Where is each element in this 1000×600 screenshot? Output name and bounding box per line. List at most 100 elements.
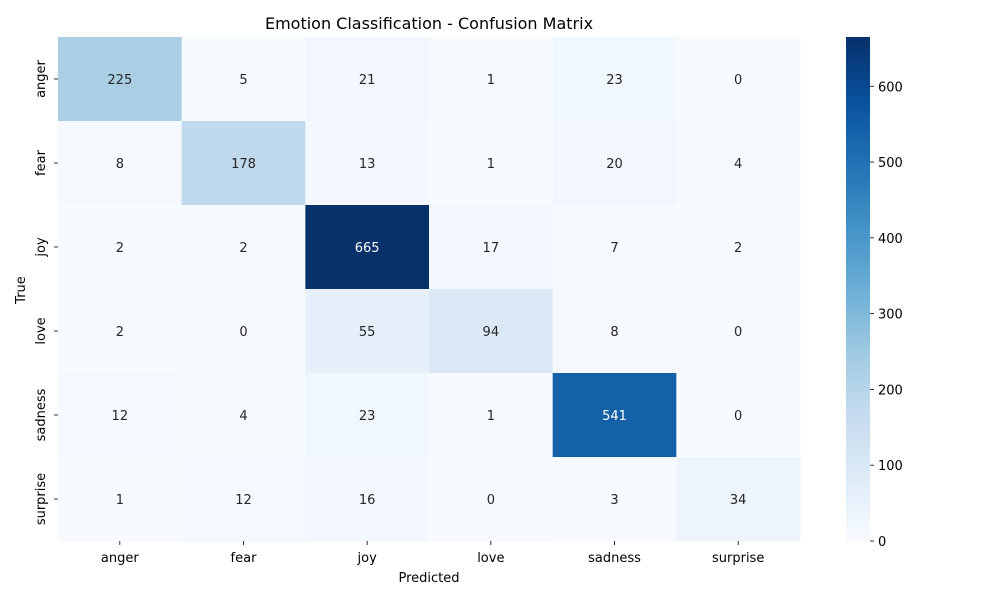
cell-value-label: 23 [606, 73, 623, 88]
heatmap-cell [552, 289, 677, 374]
heatmap-cell [58, 457, 183, 542]
heatmap-cells [58, 37, 801, 542]
cell-value-label: 541 [602, 409, 627, 424]
cell-value-label: 5 [239, 73, 247, 88]
heatmap-cell [429, 121, 554, 206]
heatmap-cell [58, 289, 183, 374]
heatmap-cell [429, 289, 554, 374]
cell-value-label: 665 [355, 241, 380, 256]
cell-value-label: 0 [734, 73, 742, 88]
colorbar-tick-label: 300 [878, 308, 903, 323]
heatmap-cell [676, 37, 801, 122]
y-tick-label: surprise [34, 473, 49, 525]
heatmap-cell [305, 289, 430, 374]
x-tick-label: fear [231, 551, 258, 566]
heatmap-cell [305, 37, 430, 122]
y-tick-label: joy [34, 237, 49, 258]
x-axis-label: Predicted [398, 571, 459, 586]
cell-value-label: 2 [116, 241, 124, 256]
colorbar-tick-label: 0 [878, 535, 886, 550]
colorbar-tick-label: 500 [878, 156, 903, 171]
x-tick-labels: anger fear joy love sadness surprise [101, 541, 764, 566]
heatmap-cell [305, 373, 430, 458]
heatmap-cell [429, 205, 554, 290]
colorbar [846, 37, 870, 541]
heatmap-cell [181, 205, 306, 290]
heatmap-cell [305, 121, 430, 206]
heatmap-cell-labels: 225 5 21 1 23 08 178 13 1 20 42 2 665 17 7 22 0 55 94 8 012 4… [107, 73, 746, 508]
cell-value-label: 1 [487, 73, 495, 88]
cell-value-label: 94 [483, 325, 500, 340]
heatmap-cell [676, 289, 801, 374]
cell-value-label: 12 [112, 409, 129, 424]
cell-value-label: 225 [107, 73, 132, 88]
heatmap-cell [429, 37, 554, 122]
heatmap-cell [552, 205, 677, 290]
colorbar-tick-label: 600 [878, 80, 903, 95]
x-tick-label: sadness [588, 551, 641, 566]
heatmap-cell [305, 457, 430, 542]
heatmap-cell [552, 457, 677, 542]
cell-value-label: 2 [734, 241, 742, 256]
cell-value-label: 55 [359, 325, 376, 340]
heatmap-cell [181, 457, 306, 542]
heatmap-cell [58, 37, 183, 122]
heatmap-cell [676, 205, 801, 290]
cell-value-label: 0 [734, 325, 742, 340]
heatmap-cell [181, 289, 306, 374]
x-tick-label: surprise [712, 551, 764, 566]
cell-value-label: 17 [483, 241, 500, 256]
heatmap-cell [552, 373, 677, 458]
heatmap-cell [429, 457, 554, 542]
heatmap-cell [676, 457, 801, 542]
y-tick-label: anger [34, 59, 49, 97]
cell-value-label: 2 [239, 241, 247, 256]
cell-value-label: 4 [734, 157, 742, 172]
cell-value-label: 13 [359, 157, 376, 172]
x-tick-label: joy [357, 551, 378, 566]
cell-value-label: 1 [487, 409, 495, 424]
cell-value-label: 0 [734, 409, 742, 424]
cell-value-label: 2 [116, 325, 124, 340]
heatmap-cell [58, 373, 183, 458]
x-tick-label: anger [101, 551, 139, 566]
cell-value-label: 178 [231, 157, 256, 172]
cell-value-label: 34 [730, 493, 747, 508]
cell-value-label: 1 [116, 493, 124, 508]
heatmap-cell [676, 121, 801, 206]
heatmap-cell [58, 205, 183, 290]
heatmap-cell [552, 121, 677, 206]
cell-value-label: 8 [610, 325, 618, 340]
heatmap-cell [58, 121, 183, 206]
cell-value-label: 8 [116, 157, 124, 172]
cell-value-label: 3 [610, 493, 618, 508]
heatmap-cell [181, 121, 306, 206]
y-tick-label: fear [34, 149, 49, 176]
cell-value-label: 12 [235, 493, 252, 508]
cell-value-label: 20 [606, 157, 623, 172]
y-tick-label: sadness [34, 388, 49, 441]
y-tick-label: love [34, 317, 49, 344]
x-tick-label: love [477, 551, 504, 566]
cell-value-label: 7 [610, 241, 618, 256]
heatmap-cell [552, 37, 677, 122]
cell-value-label: 21 [359, 73, 376, 88]
colorbar-tick-label: 400 [878, 232, 903, 247]
cell-value-label: 1 [487, 157, 495, 172]
cell-value-label: 0 [487, 493, 495, 508]
heatmap-cell [676, 373, 801, 458]
cell-value-label: 16 [359, 493, 376, 508]
colorbar-tick-label: 200 [878, 383, 903, 398]
cell-value-label: 0 [239, 325, 247, 340]
heatmap-cell [181, 37, 306, 122]
heatmap-cell [429, 373, 554, 458]
colorbar-ticks: 0 100 200 300 400 500 600 [870, 80, 903, 550]
cell-value-label: 4 [239, 409, 247, 424]
chart-title: Emotion Classification - Confusion Matri… [265, 14, 593, 33]
cell-value-label: 23 [359, 409, 376, 424]
y-axis-label: True [14, 276, 29, 305]
heatmap-cell [305, 205, 430, 290]
heatmap-cell [181, 373, 306, 458]
